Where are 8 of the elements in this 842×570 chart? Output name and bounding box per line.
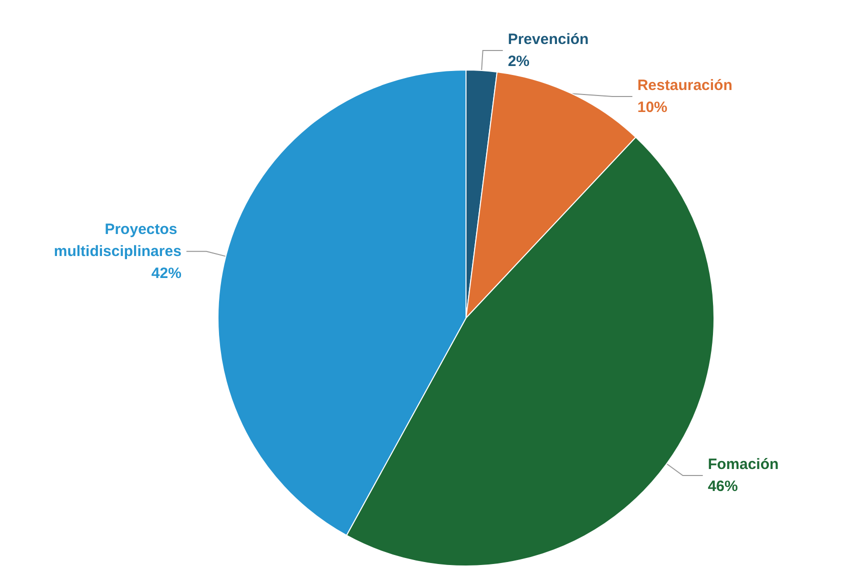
slice-label: Restauración [637,77,732,94]
data-label: 42% [151,264,182,282]
data-label: 46% [708,478,738,496]
slice-label: Proyectos multidisciplinares [54,220,182,260]
slice-label: Fomación [708,456,779,474]
data-label: 2% [508,53,530,70]
data-label: 10% [637,99,668,116]
slice-label: Prevención [508,31,589,48]
